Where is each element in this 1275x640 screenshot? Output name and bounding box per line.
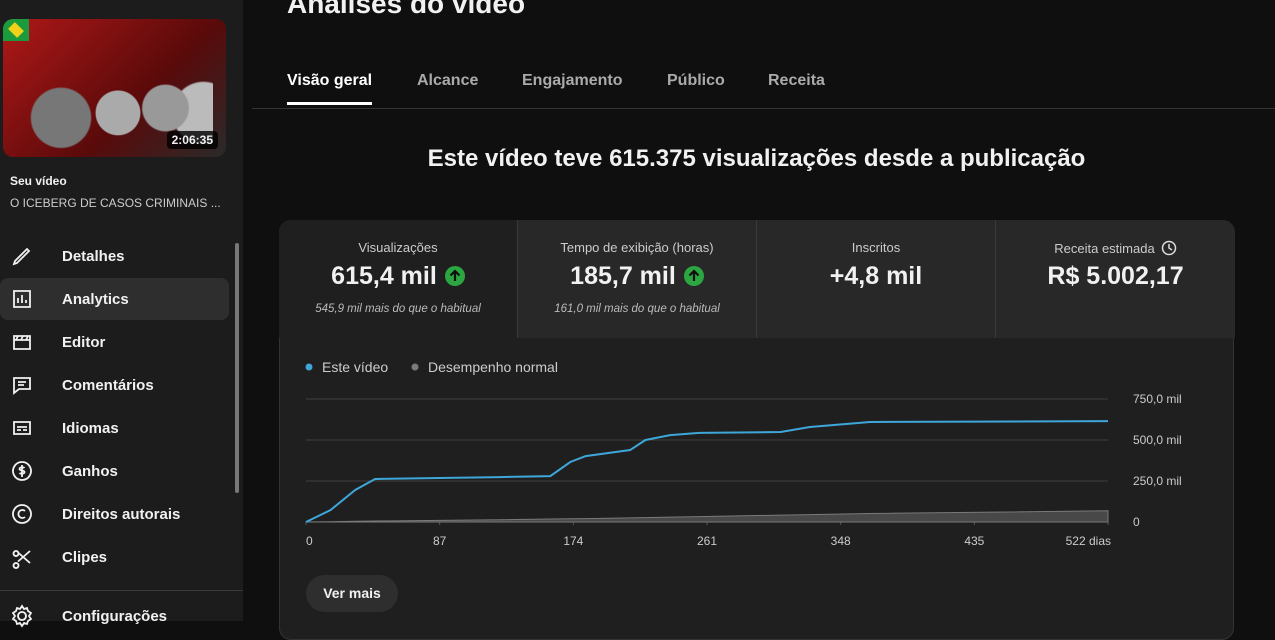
card-label: Receita estimada (996, 240, 1235, 256)
x-tick-label: 87 (433, 534, 447, 548)
menu-item[interactable]: Ganhos (0, 450, 229, 492)
menu-label: Analytics (62, 291, 129, 308)
menu-label: Comentários (62, 377, 154, 394)
card-label-text: Visualizações (358, 240, 438, 255)
card-value-text: 615,4 mil (331, 262, 437, 290)
menu-label: Configurações (62, 608, 168, 625)
menu-item[interactable]: Comentários (0, 364, 229, 406)
menu-item[interactable]: Editor (0, 321, 229, 363)
card-value-text: 185,7 mil (570, 262, 676, 290)
icon-shape (13, 335, 31, 350)
menu-item[interactable]: Clipes (0, 536, 229, 578)
menu-icon (13, 377, 31, 395)
see-more-button[interactable]: Ver mais (306, 575, 398, 612)
card-value: 185,7 mil (518, 262, 756, 291)
card-label-text: Tempo de exibição (horas) (560, 240, 714, 255)
card-value-text: R$ 5.002,17 (1047, 262, 1184, 290)
metric-card[interactable]: Inscritos +4,8 mil (757, 220, 996, 338)
duration: 2:06:35 (166, 131, 218, 149)
x-tick-label: 522 dias (1066, 534, 1111, 548)
tab[interactable]: Público (667, 72, 725, 89)
divider (0, 590, 243, 591)
trend-up-icon (683, 266, 704, 286)
chart: 0 250,0 mil 500,0 mil 750,0 mil 0 87 174 261 348… (305, 359, 1182, 548)
icon-shape (12, 247, 31, 266)
tab-underline (287, 102, 373, 105)
metric-card[interactable]: Tempo de exibição (horas) 185,7 mil 161,0 … (518, 220, 757, 338)
menu-icon (12, 461, 32, 481)
y-tick-label: 750,0 mil (1133, 392, 1182, 406)
card-value-text: +4,8 mil (829, 262, 923, 290)
page-title: Análises do vídeo (287, 0, 526, 19)
icon-shape (12, 550, 31, 569)
icon-shape (13, 290, 31, 308)
video-thumbnail[interactable]: 2:06:35 (3, 19, 226, 157)
scrollbar (235, 243, 239, 493)
menu-icon (13, 335, 31, 350)
menu-item[interactable]: Detalhes (0, 235, 229, 277)
card-label: Visualizações (279, 240, 517, 255)
tab[interactable]: Receita (768, 72, 825, 89)
flag (3, 19, 29, 41)
metric-card[interactable]: Receita estimada R$ 5.002,17 (996, 220, 1235, 338)
icon-shape (12, 461, 32, 481)
x-tick-label: 261 (697, 534, 717, 548)
video-title: O ICEBERG DE CASOS CRIMINAIS ... (10, 196, 221, 210)
menu-label: Editor (62, 334, 106, 351)
x-tick-label: 0 (306, 534, 313, 548)
menu-label: Clipes (62, 549, 108, 566)
icon-shape (11, 604, 33, 628)
legend-label: Este vídeo (322, 359, 388, 375)
headline: Este vídeo teve 615.375 visualizações de… (427, 145, 1086, 172)
sidebar: 2:06:35 Seu vídeo O ICEBERG DE CASOS CRI… (0, 0, 243, 628)
legend-label: Desempenho normal (428, 359, 558, 375)
card-value: R$ 5.002,17 (996, 262, 1235, 291)
menu-item[interactable]: Analytics (0, 278, 229, 320)
card-label-text: Inscritos (851, 240, 901, 255)
menu-label: Idiomas (62, 420, 119, 437)
x-tick-label: 174 (563, 534, 583, 548)
menu-icon (11, 604, 33, 628)
menu-icon (12, 247, 31, 266)
card-label-text: Receita estimada (1054, 241, 1155, 256)
tab[interactable]: Alcance (417, 72, 479, 89)
tab[interactable]: Engajamento (522, 72, 623, 89)
x-tick-label: 435 (964, 534, 984, 548)
info-icon[interactable] (1161, 240, 1177, 256)
menu-label: Direitos autorais (62, 506, 181, 523)
tab[interactable]: Visão geral (287, 72, 373, 105)
menu-icon (12, 504, 32, 524)
y-tick-label: 250,0 mil (1133, 474, 1182, 488)
your-video-label: Seu vídeo (10, 174, 67, 188)
x-tick-label: 348 (831, 534, 851, 548)
menu-icon (13, 421, 31, 435)
card-value: +4,8 mil (757, 262, 995, 291)
menu-item[interactable]: Direitos autorais (0, 493, 229, 535)
card-note: 545,9 mil mais do que o habitual (315, 303, 481, 315)
menu-item[interactable]: Configurações (0, 595, 229, 637)
legend-marker (305, 363, 313, 371)
menu-item[interactable]: Idiomas (0, 407, 229, 449)
menu-icon (13, 290, 31, 308)
menu-label: Ganhos (62, 463, 118, 480)
card-label: Tempo de exibição (horas) (518, 240, 756, 255)
card-value: 615,4 mil (279, 262, 517, 291)
icon-shape (13, 421, 31, 435)
tabs-border (252, 108, 1275, 109)
y-tick-label: 0 (1133, 515, 1140, 529)
menu-icon (12, 550, 31, 569)
trend-up-icon (444, 266, 465, 286)
icon-shape (12, 504, 32, 524)
y-tick-label: 500,0 mil (1133, 433, 1182, 447)
metric-card[interactable]: Visualizações 615,4 mil 545,9 mil mais do … (279, 220, 518, 338)
line (305, 420, 1109, 523)
menu-label: Detalhes (62, 248, 125, 265)
card-note: 161,0 mil mais do que o habitual (554, 303, 720, 315)
icon-shape (13, 377, 31, 395)
area (305, 510, 1109, 523)
card-label: Inscritos (757, 240, 995, 255)
legend-marker (411, 363, 419, 371)
